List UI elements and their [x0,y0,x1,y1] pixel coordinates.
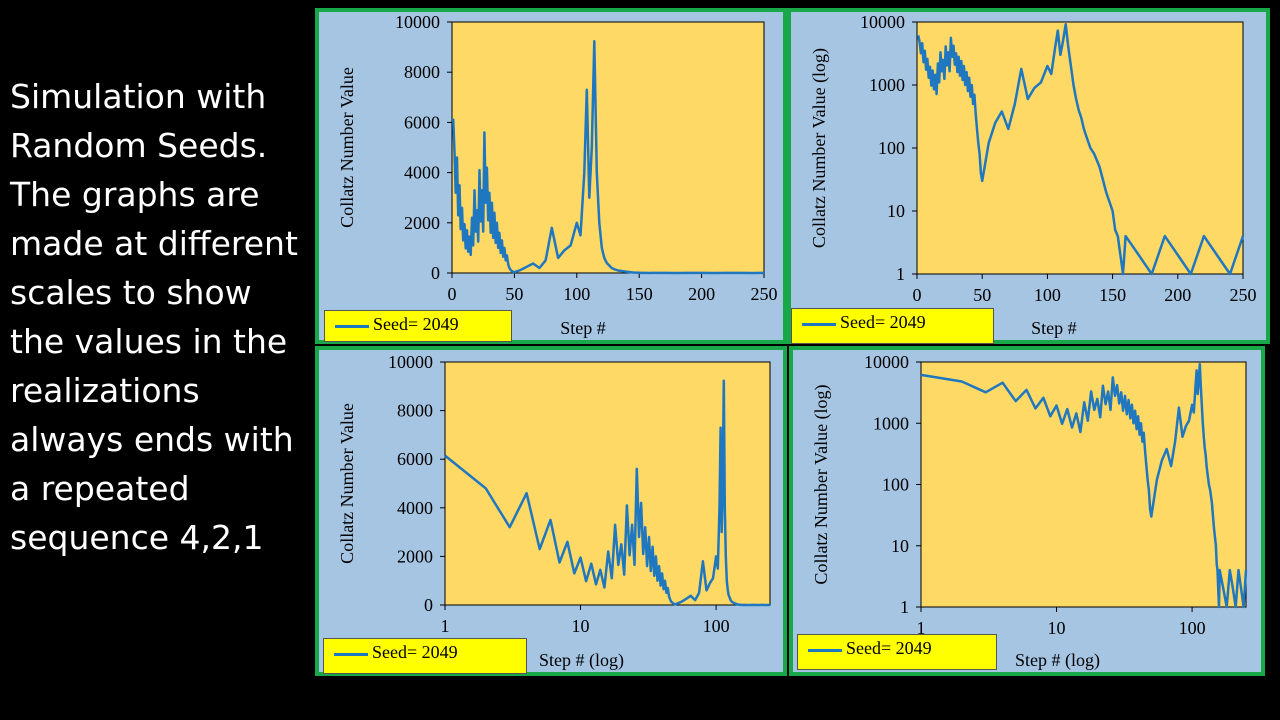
legend-label: Seed= 2049 [840,312,926,332]
series-line-seed-2049 [451,40,765,275]
legend-label: Seed= 2049 [846,638,932,658]
x-tick-label: 1 [441,616,450,636]
x-tick-label: 100 [1034,285,1061,305]
y-tick-label: 1000 [873,413,909,433]
x-axis-label: Step # (log) [1015,650,1100,671]
y-tick-label: 0 [431,263,440,283]
x-tick-label: 0 [448,284,457,304]
panel-linear-log: 1 10 100 1000 10000 0 50 100 150 200 250 Step # Coll… [787,8,1270,344]
series-line-seed-2049 [917,22,1245,276]
y-tick-label: 2000 [397,546,433,566]
y-tick-label: 8000 [404,62,440,82]
plot-area [916,21,1244,275]
x-tick-label: 0 [913,285,922,305]
y-tick-label: 10000 [395,12,440,32]
x-tick-label: 200 [688,284,715,304]
x-tick-label: 250 [1230,285,1257,305]
y-tick-label: 6000 [404,112,440,132]
x-axis-label: Step # [560,318,606,338]
y-tick-label: 1 [896,264,905,284]
x-tick-label: 200 [1164,285,1191,305]
legend-label: Seed= 2049 [372,642,458,662]
y-tick-label: 8000 [397,401,433,421]
chart-logx-linear: 0 2000 4000 6000 8000 10000 1 10 100 Step # (log)… [337,352,771,671]
y-tick-label: 4000 [397,498,433,518]
y-tick-label: 4000 [404,163,440,183]
plot-area [451,21,765,274]
x-tick-label: 1 [917,618,926,638]
x-tick-label: 100 [563,284,590,304]
chart-linear-log: 1 10 100 1000 10000 0 50 100 150 200 250 Step # Coll… [809,12,1257,338]
y-tick-label: 100 [882,475,909,495]
x-tick-label: 50 [505,284,523,304]
legend-line-swatch [808,649,842,652]
x-tick-label: 10 [572,616,590,636]
y-axis-label: Collatz Number Value (log) [811,384,832,584]
x-tick-label: 100 [1179,618,1206,638]
x-tick-label: 250 [751,284,778,304]
legend: Seed= 2049 [324,310,512,342]
y-axis-label: Collatz Number Value [337,67,357,228]
panel-logx-linear: 0 2000 4000 6000 8000 10000 1 10 100 Step # (log)… [315,346,787,676]
y-tick-label: 10 [887,201,905,221]
y-tick-label: 2000 [404,213,440,233]
y-tick-label: 100 [878,138,905,158]
y-tick-label: 10000 [388,352,433,372]
x-axis-label: Step # [1031,318,1077,338]
y-tick-label: 1 [900,597,909,617]
slide-caption: Simulation with Random Seeds. The graphs… [10,77,298,557]
y-axis-label: Collatz Number Value [337,403,357,564]
panel-linear-linear: 0 2000 4000 6000 8000 10000 0 50 100 150 200 250 Ste… [315,8,787,344]
panel-logx-logy: 1 10 100 1000 10000 1 10 100 Step # (log) Collatz… [789,346,1265,676]
y-tick-label: 1000 [869,75,905,95]
series-line-seed-2049 [920,362,1248,609]
series-line-seed-2049 [444,379,771,607]
x-tick-label: 100 [703,616,730,636]
legend: Seed= 2049 [797,634,997,670]
plot-area [920,361,1247,608]
legend-line-swatch [334,653,368,656]
x-tick-label: 150 [626,284,653,304]
x-tick-label: 50 [973,285,991,305]
legend-line-swatch [335,325,369,328]
chart-linear-linear: 0 2000 4000 6000 8000 10000 0 50 100 150 200 250 Ste… [337,12,778,338]
legend: Seed= 2049 [791,308,994,344]
chart-logx-logy: 1 10 100 1000 10000 1 10 100 Step # (log) Collatz… [811,352,1248,671]
x-tick-label: 10 [1048,618,1066,638]
y-tick-label: 10 [891,536,909,556]
legend-label: Seed= 2049 [373,314,459,334]
y-tick-label: 6000 [397,449,433,469]
x-tick-label: 150 [1099,285,1126,305]
legend-line-swatch [802,323,836,326]
y-tick-label: 10000 [864,352,909,372]
y-tick-label: 0 [424,595,433,615]
legend: Seed= 2049 [323,638,527,674]
x-axis-label: Step # (log) [539,650,624,671]
y-tick-label: 10000 [860,12,905,32]
y-axis-label: Collatz Number Value (log) [809,48,830,248]
